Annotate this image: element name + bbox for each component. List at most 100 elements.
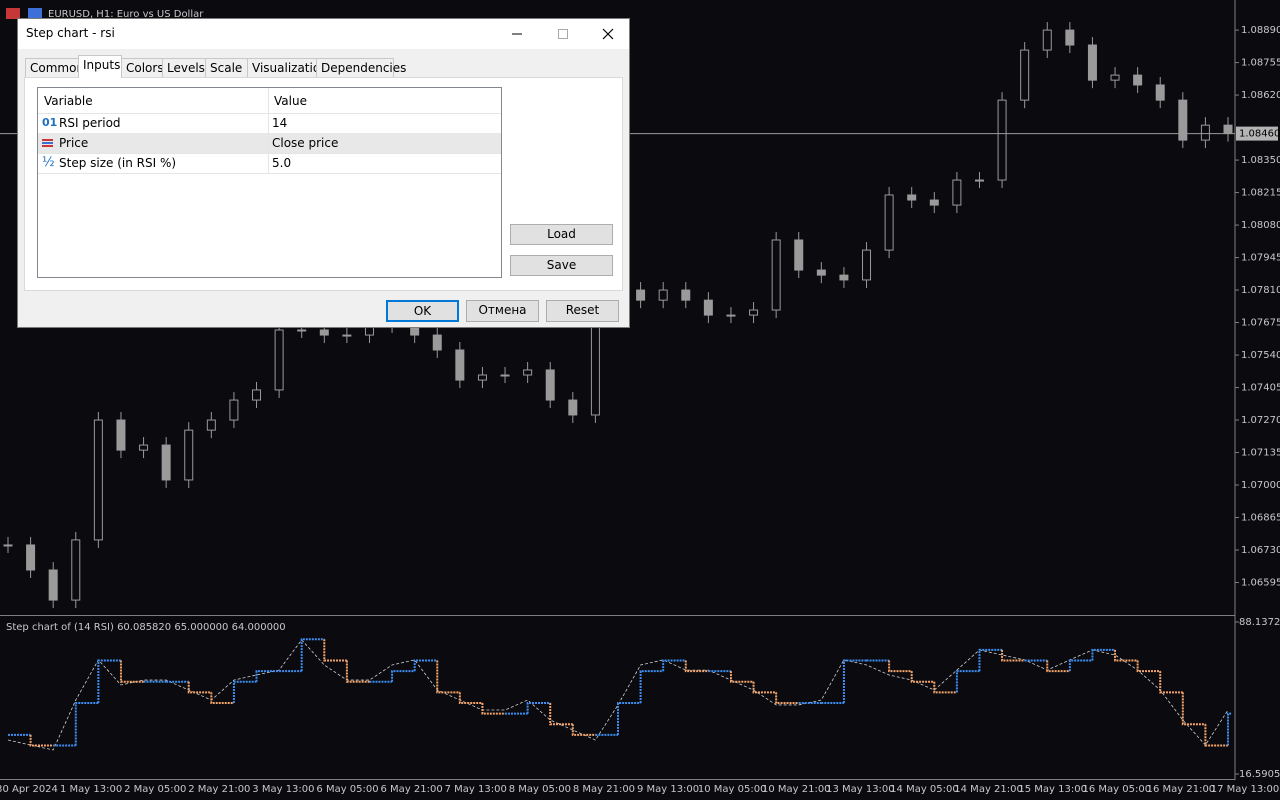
y-tick-label: 1.08080 xyxy=(1241,220,1280,231)
step-segment xyxy=(1068,659,1093,672)
x-tick-label: 16 May 05:00 xyxy=(1083,784,1152,795)
row-value[interactable]: 5.0 xyxy=(272,156,292,170)
y-tick-label: 1.07945 xyxy=(1241,253,1280,264)
reset-button[interactable]: Reset xyxy=(546,300,619,322)
step-segment xyxy=(1114,649,1138,662)
row-name: Step size (in RSI %) xyxy=(59,156,177,170)
x-tick-label: 6 May 05:00 xyxy=(316,784,378,795)
tab[interactable]: Scale xyxy=(205,58,248,77)
tab-panel: Variable Value 01 RSI period 14 Price Cl… xyxy=(24,77,623,291)
table-header: Variable Value xyxy=(38,88,501,114)
step-segment xyxy=(300,638,325,672)
step-segment xyxy=(413,659,438,672)
x-tick-label: 13 May 13:00 xyxy=(826,784,895,795)
step-segment xyxy=(97,659,121,704)
table-row[interactable]: 01 RSI period 14 xyxy=(38,113,501,134)
dialog: Step chart - rsi Common Inputs Colors Le… xyxy=(17,18,630,328)
step-segment xyxy=(910,671,935,683)
maximize-button[interactable] xyxy=(558,29,568,39)
tab[interactable]: Dependencies xyxy=(316,58,406,77)
tab[interactable]: Colors xyxy=(121,58,164,77)
candle xyxy=(952,179,962,206)
step-segment xyxy=(842,659,867,704)
candle xyxy=(1042,29,1052,51)
candle xyxy=(1020,49,1030,101)
step-segment xyxy=(752,681,777,694)
y-tick-label: 1.07540 xyxy=(1241,350,1280,361)
row-icon: ½ xyxy=(42,155,55,170)
x-tick-label: 10 May 05:00 xyxy=(698,784,767,795)
candle xyxy=(93,419,103,541)
symbol-title: EURUSD, H1: Euro vs US Dollar xyxy=(48,9,204,20)
window-controls[interactable] xyxy=(508,27,618,41)
step-segment xyxy=(1204,724,1228,747)
step-segment xyxy=(1227,712,1232,746)
y-tick-label: 1.08350 xyxy=(1241,155,1280,166)
column-divider xyxy=(268,113,269,173)
x-tick-label: 14 May 05:00 xyxy=(890,784,959,795)
step-segment xyxy=(436,660,460,694)
close-button[interactable] xyxy=(602,28,614,40)
row-name: RSI period xyxy=(59,116,121,130)
step-segment xyxy=(639,670,664,704)
step-segment xyxy=(1001,649,1025,662)
candle xyxy=(681,289,691,301)
candle xyxy=(545,369,555,401)
y-tick-label: 1.07675 xyxy=(1241,318,1280,329)
y-tick-label: 1.07000 xyxy=(1241,480,1280,491)
row-value[interactable]: 14 xyxy=(272,116,288,130)
save-button[interactable]: Save xyxy=(510,255,613,276)
candle xyxy=(139,444,149,451)
step-segment xyxy=(345,660,370,683)
column-divider xyxy=(268,88,269,113)
row-icon xyxy=(42,139,53,147)
candle xyxy=(794,239,804,271)
candle xyxy=(432,334,442,351)
column-header: Variable xyxy=(44,94,93,108)
x-tick-label: 7 May 13:00 xyxy=(445,784,507,795)
x-tick-label: 10 May 21:00 xyxy=(762,784,831,795)
step-segment xyxy=(232,680,257,704)
step-segment xyxy=(74,702,99,746)
candle xyxy=(161,444,171,481)
step-segment xyxy=(955,670,980,693)
candle xyxy=(771,239,781,311)
step-segment xyxy=(775,692,799,705)
y-tick-label: 1.06595 xyxy=(1241,578,1280,589)
candle xyxy=(907,194,917,201)
inputs-table: Variable Value 01 RSI period 14 Price Cl… xyxy=(37,87,502,278)
step-segment xyxy=(1136,660,1161,673)
step-segment xyxy=(391,670,415,682)
candle xyxy=(997,99,1007,181)
step-segment xyxy=(1091,648,1116,661)
candle xyxy=(726,314,736,317)
load-button[interactable]: Load xyxy=(510,224,613,245)
x-tick-label: 9 May 13:00 xyxy=(637,784,699,795)
candle xyxy=(1087,44,1097,81)
candle xyxy=(839,274,849,281)
y-tick-label: 1.06730 xyxy=(1241,545,1280,556)
candle xyxy=(703,299,713,316)
step-segment xyxy=(481,703,506,715)
table-row[interactable]: Price Close price xyxy=(38,133,501,154)
step-segment xyxy=(978,648,1003,672)
candle xyxy=(26,544,36,571)
tab[interactable]: Common xyxy=(25,58,84,77)
tab[interactable]: Visualization xyxy=(247,58,328,77)
y-tick-label: 1.07270 xyxy=(1241,415,1280,426)
table-row[interactable]: ½ Step size (in RSI %) 5.0 xyxy=(38,153,501,174)
candle xyxy=(342,334,352,337)
candle xyxy=(974,179,984,182)
candle xyxy=(523,369,533,376)
row-value[interactable]: Close price xyxy=(272,136,339,150)
candle xyxy=(274,329,284,391)
tab[interactable]: Inputs xyxy=(78,55,122,78)
cancel-button[interactable]: Отмена xyxy=(466,300,539,322)
tab[interactable]: Levels xyxy=(162,58,206,77)
ok-button[interactable]: OK xyxy=(386,300,459,322)
candle xyxy=(297,329,307,332)
candle xyxy=(862,249,872,281)
x-tick-label: 14 May 21:00 xyxy=(954,784,1023,795)
